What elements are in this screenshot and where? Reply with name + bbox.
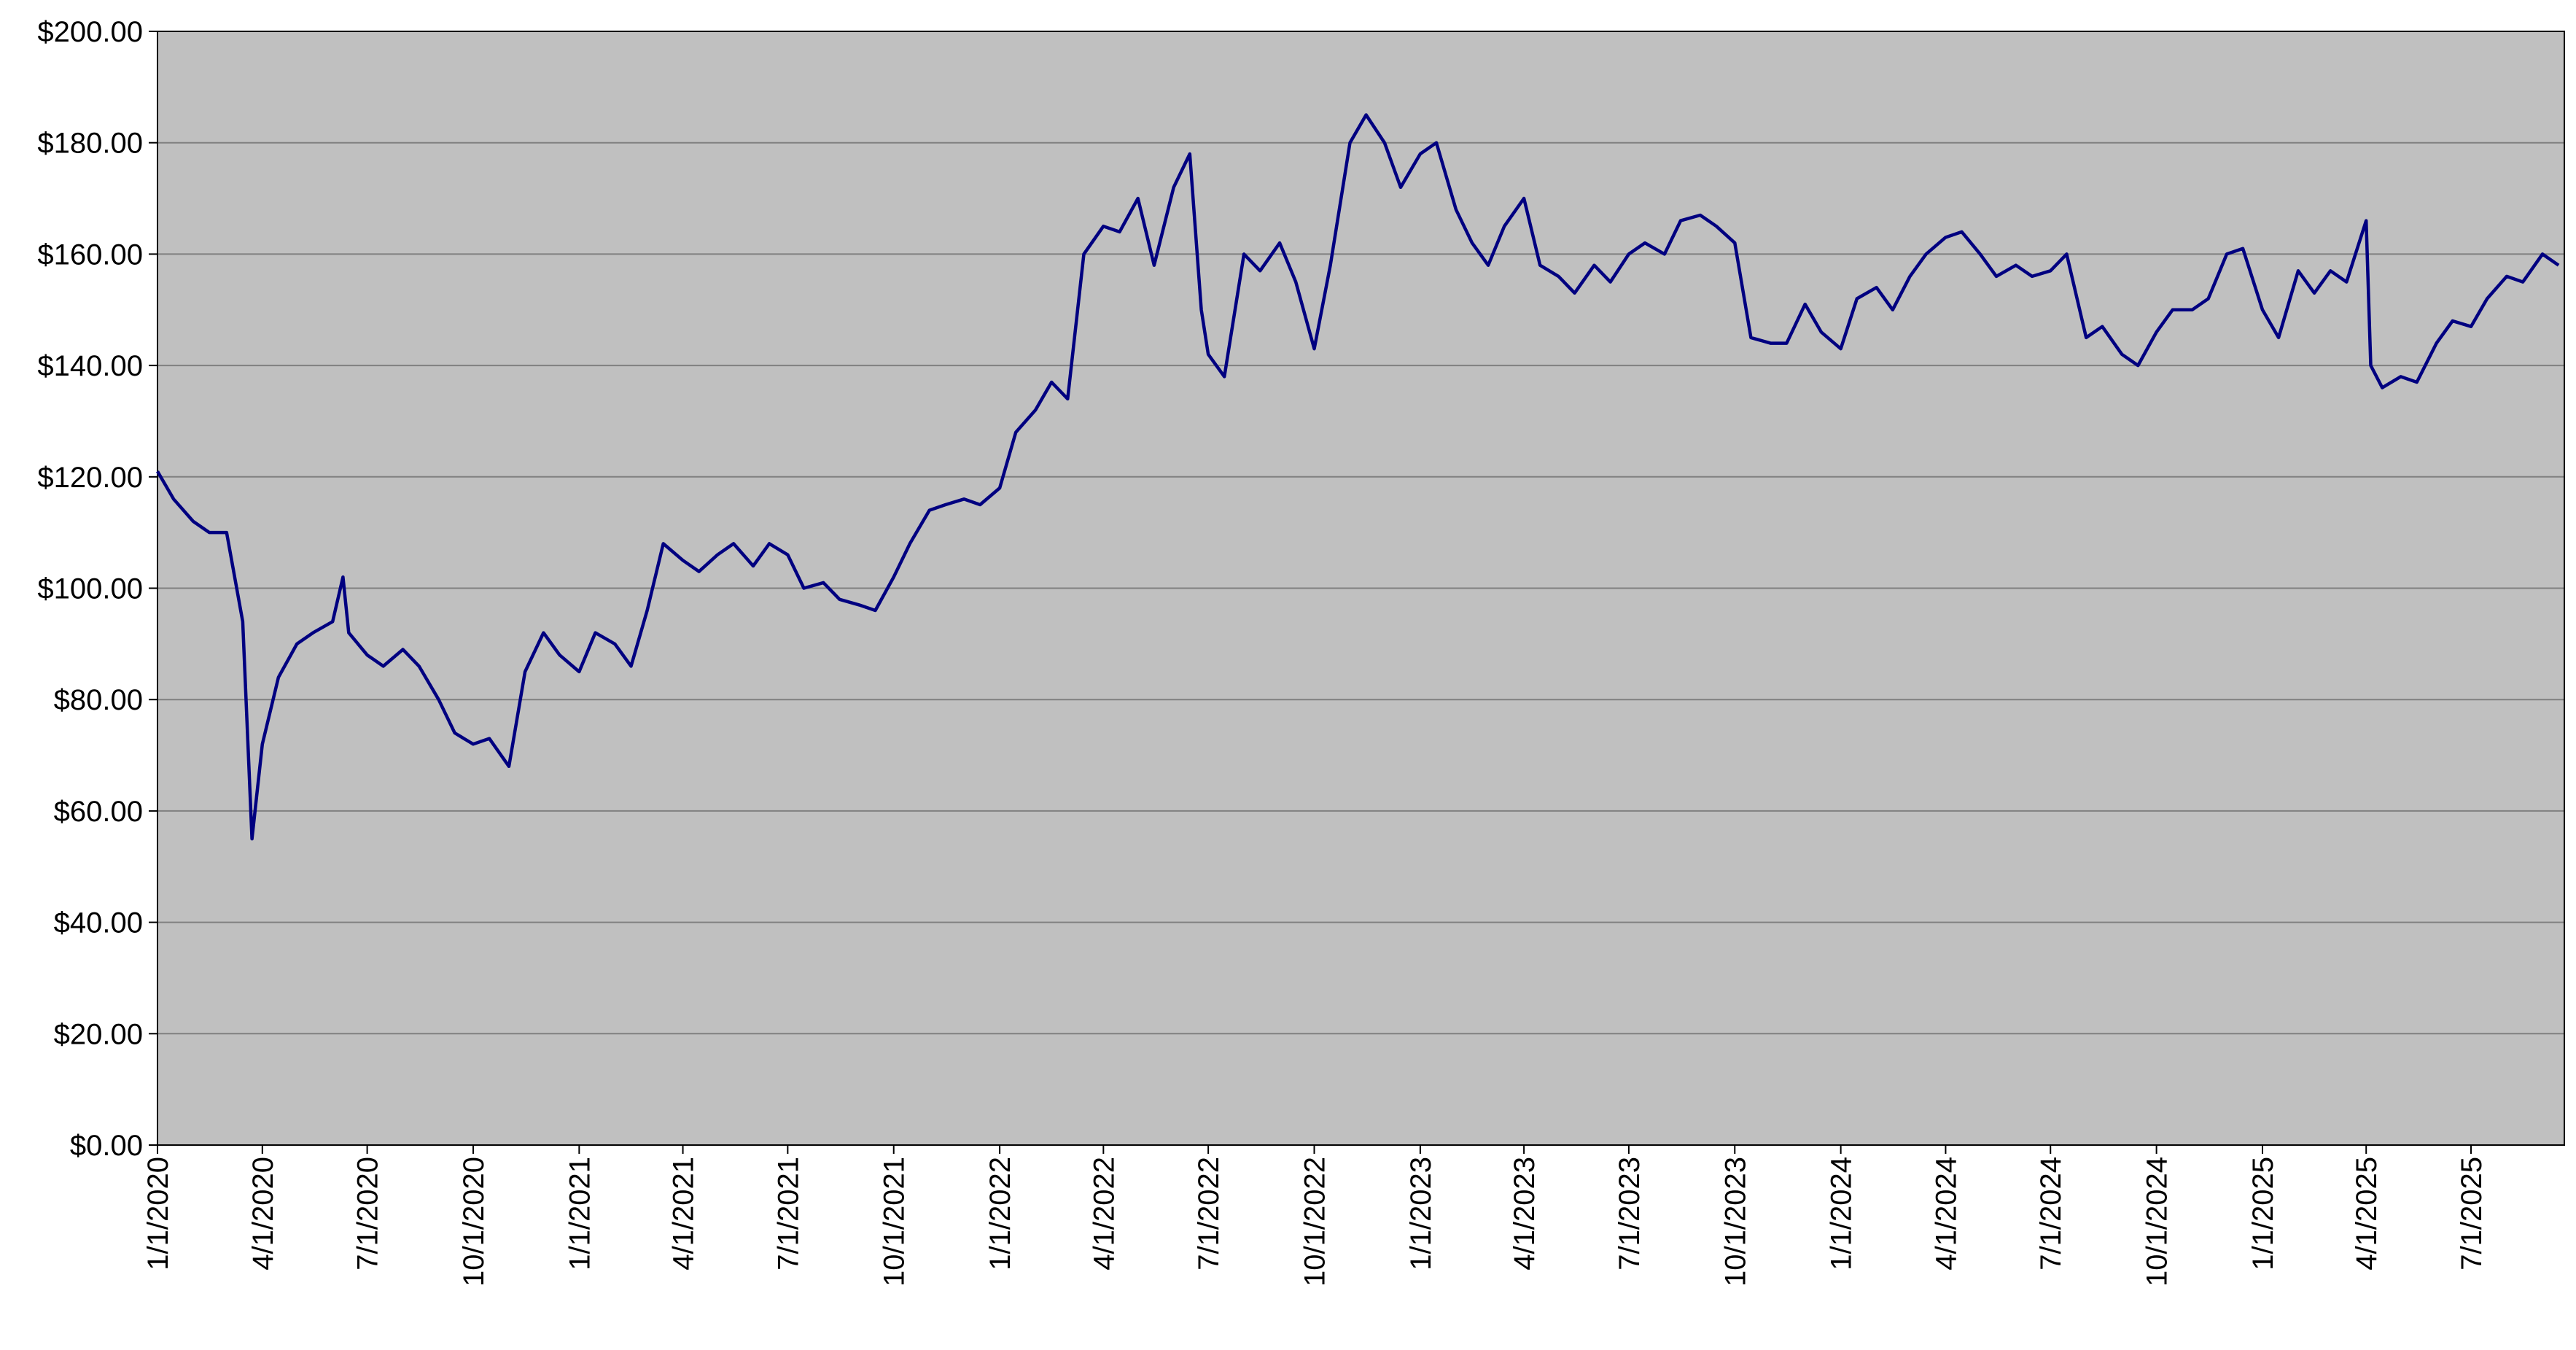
x-tick-label: 7/1/2024 [2035, 1157, 2067, 1271]
x-tick-label: 10/1/2021 [879, 1157, 911, 1287]
x-tick-label: 10/1/2022 [1299, 1157, 1331, 1287]
y-tick-label: $200.00 [37, 16, 143, 48]
x-tick-label: 1/1/2022 [984, 1157, 1016, 1271]
y-tick-label: $40.00 [54, 907, 143, 939]
x-tick-label: 4/1/2025 [2351, 1157, 2383, 1271]
y-tick-label: $0.00 [70, 1130, 143, 1162]
x-tick-label: 4/1/2020 [247, 1157, 279, 1271]
x-tick-label: 7/1/2021 [772, 1157, 804, 1271]
x-tick-label: 7/1/2020 [352, 1157, 384, 1271]
y-tick-label: $80.00 [54, 684, 143, 716]
x-tick-label: 4/1/2022 [1088, 1157, 1120, 1271]
x-tick-label: 7/1/2025 [2456, 1157, 2488, 1271]
x-tick-label: 1/1/2025 [2247, 1157, 2279, 1271]
x-tick-label: 7/1/2023 [1614, 1157, 1646, 1271]
x-tick-label: 7/1/2022 [1193, 1157, 1225, 1271]
x-tick-label: 1/1/2021 [564, 1157, 596, 1271]
y-tick-label: $100.00 [37, 573, 143, 605]
x-tick-label: 10/1/2020 [458, 1157, 490, 1287]
x-tick-label: 1/1/2024 [1826, 1157, 1858, 1271]
x-tick-label: 1/1/2023 [1405, 1157, 1437, 1271]
plot-border [157, 31, 2565, 1146]
x-tick-label: 10/1/2023 [1719, 1157, 1751, 1287]
y-tick-label: $120.00 [37, 462, 143, 494]
y-tick-label: $180.00 [37, 128, 143, 160]
x-tick-label: 4/1/2024 [1930, 1157, 1962, 1271]
y-tick-label: $160.00 [37, 238, 143, 271]
y-tick-label: $60.00 [54, 796, 143, 828]
x-tick-label: 10/1/2024 [2141, 1157, 2174, 1287]
x-tick-label: 4/1/2021 [668, 1157, 700, 1271]
x-tick-label: 4/1/2023 [1509, 1157, 1541, 1271]
x-tick-label: 1/1/2020 [142, 1157, 174, 1271]
y-tick-label: $140.00 [37, 350, 143, 382]
y-tick-label: $20.00 [54, 1018, 143, 1050]
price-line [156, 113, 2560, 841]
